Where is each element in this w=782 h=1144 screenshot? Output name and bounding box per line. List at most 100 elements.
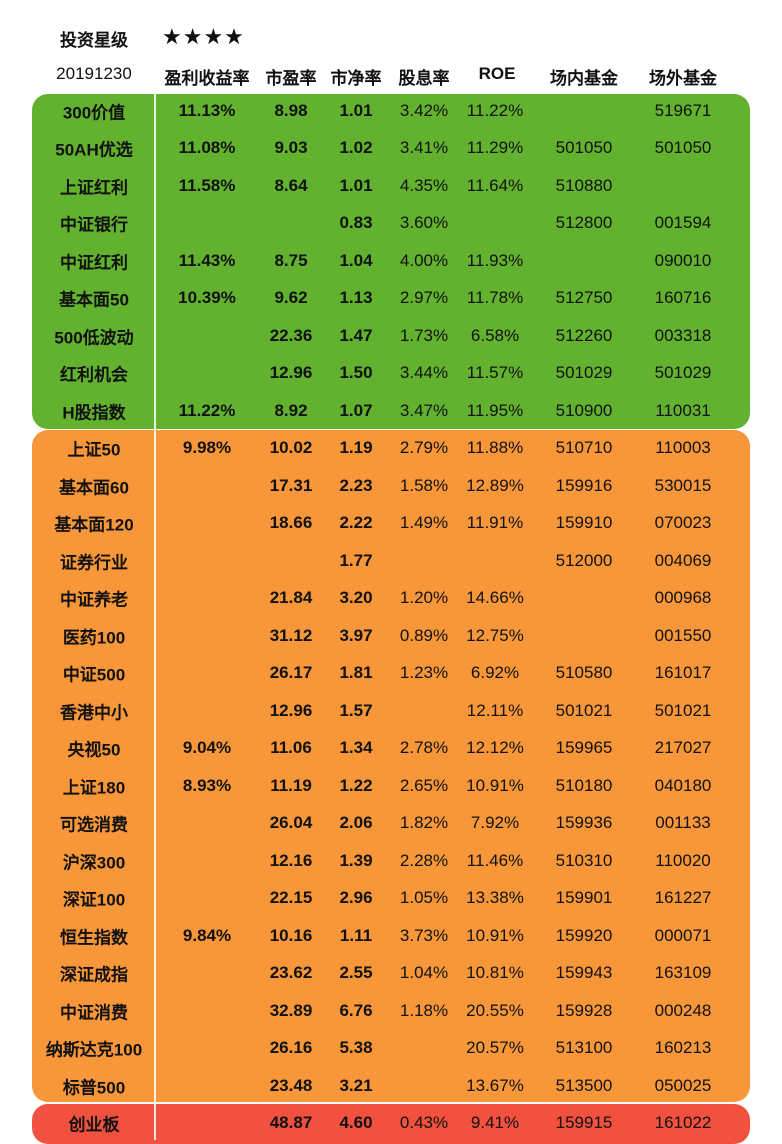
offexchange-fund-cell: 070023 — [654, 513, 712, 533]
offexchange-fund-cell: 050025 — [654, 1075, 712, 1095]
earnings-yield-cell: 11.43% — [178, 250, 236, 270]
onexchange-fund-cell: 512800 — [555, 213, 613, 233]
pb-cell: 1.01 — [339, 175, 373, 195]
index-name: 中证银行 — [60, 215, 128, 235]
pb-cell: 1.02 — [339, 138, 373, 158]
pe-cell: 48.87 — [269, 1113, 313, 1133]
index-name: 中证消费 — [60, 1003, 128, 1023]
index-name: 深证100 — [62, 890, 126, 910]
dividend-yield-cell: 1.23% — [399, 663, 449, 683]
table-row: 恒生指数 9.84% 10.16 1.11 3.73% 10.91% 159920 00007… — [32, 917, 750, 955]
roe-cell: 12.11% — [466, 700, 524, 720]
roe-cell: 7.92% — [470, 813, 520, 833]
index-name: 香港中小 — [60, 703, 128, 723]
onexchange-fund-cell: 159901 — [555, 888, 613, 908]
index-name: H股指数 — [62, 403, 126, 423]
pe-cell: 12.16 — [269, 850, 313, 870]
table-row: 红利机会 12.96 1.50 3.44% 11.57% 501029 501029 — [32, 355, 750, 393]
offexchange-fund-cell: 217027 — [654, 738, 712, 758]
pb-cell: 2.55 — [339, 963, 373, 983]
table-row: 深证100 22.15 2.96 1.05% 13.38% 159901 161227 — [32, 880, 750, 918]
dividend-yield-cell: 3.47% — [399, 400, 449, 420]
col-header-pb: 市净率 — [330, 69, 382, 88]
index-name: 恒生指数 — [60, 928, 128, 948]
offexchange-fund-cell: 160213 — [654, 1038, 712, 1058]
pb-cell: 5.38 — [339, 1038, 373, 1058]
index-name: 深证成指 — [60, 965, 128, 985]
pe-cell: 26.16 — [269, 1038, 313, 1058]
pb-cell: 1.50 — [339, 363, 373, 383]
offexchange-fund-cell: 160716 — [654, 288, 712, 308]
onexchange-fund-cell: 510310 — [555, 850, 613, 870]
dividend-yield-cell: 0.89% — [399, 625, 449, 645]
dividend-yield-cell: 2.79% — [399, 438, 449, 458]
offexchange-fund-cell: 110020 — [655, 850, 711, 870]
table-row: 中证消费 32.89 6.76 1.18% 20.55% 159928 000248 — [32, 992, 750, 1030]
earnings-yield-cell: 9.04% — [182, 738, 232, 758]
table-row: 上证180 8.93% 11.19 1.22 2.65% 10.91% 510180 0401… — [32, 767, 750, 805]
col-header-dividend-yield: 股息率 — [398, 69, 450, 88]
table-row: 可选消费 26.04 2.06 1.82% 7.92% 159936 001133 — [32, 805, 750, 843]
table-row: 医药100 31.12 3.97 0.89% 12.75% 001550 — [32, 617, 750, 655]
dividend-yield-cell: 1.82% — [399, 813, 449, 833]
offexchange-fund-cell: 090010 — [654, 250, 712, 270]
pe-cell: 31.12 — [269, 625, 313, 645]
table-row: 证券行业 1.77 512000 004069 — [32, 542, 750, 580]
roe-cell: 6.92% — [470, 663, 520, 683]
index-name: 中证500 — [62, 665, 126, 685]
index-name: 基本面60 — [59, 478, 129, 498]
onexchange-fund-cell: 159928 — [555, 1000, 613, 1020]
table-row: 创业板 48.87 4.60 0.43% 9.41% 159915 161022 — [32, 1105, 750, 1143]
dividend-yield-cell: 1.49% — [399, 513, 449, 533]
dividend-yield-cell: 3.60% — [399, 213, 449, 233]
onexchange-fund-cell: 510880 — [555, 175, 613, 195]
rating-stars-icon: ★★★★ — [162, 24, 245, 49]
pe-cell: 23.48 — [269, 1075, 313, 1095]
pe-cell: 8.92 — [274, 400, 308, 420]
index-name: 红利机会 — [60, 365, 128, 385]
offexchange-fund-cell: 040180 — [654, 775, 712, 795]
onexchange-fund-cell: 159915 — [555, 1113, 613, 1133]
dividend-yield-cell: 2.78% — [399, 738, 449, 758]
onexchange-fund-cell: 510710 — [555, 438, 613, 458]
pb-cell: 4.60 — [339, 1113, 373, 1133]
roe-cell: 11.22% — [466, 100, 524, 120]
offexchange-fund-cell: 161017 — [654, 663, 712, 683]
onexchange-fund-cell: 513500 — [555, 1075, 613, 1095]
index-name: 创业板 — [68, 1115, 120, 1135]
dividend-yield-cell: 2.97% — [399, 288, 449, 308]
pb-cell: 0.83 — [339, 213, 373, 233]
dividend-yield-cell: 1.18% — [399, 1000, 449, 1020]
index-name: 300价值 — [62, 103, 126, 123]
onexchange-fund-cell: 510900 — [555, 400, 613, 420]
table-row: 中证养老 21.84 3.20 1.20% 14.66% 000968 — [32, 580, 750, 618]
pe-cell: 21.84 — [269, 588, 313, 608]
roe-cell: 12.75% — [466, 625, 524, 645]
offexchange-fund-cell: 110031 — [655, 400, 711, 420]
pe-cell: 22.15 — [269, 888, 313, 908]
table-row: 上证50 9.98% 10.02 1.19 2.79% 11.88% 510710 11000… — [32, 430, 750, 468]
index-name: 医药100 — [62, 628, 126, 648]
earnings-yield-cell: 9.84% — [182, 925, 232, 945]
roe-cell: 11.57% — [466, 363, 524, 383]
table-row: 中证红利 11.43% 8.75 1.04 4.00% 11.93% 090010 — [32, 242, 750, 280]
dividend-yield-cell: 1.04% — [399, 963, 449, 983]
index-name: 证券行业 — [60, 553, 128, 573]
roe-cell: 9.41% — [470, 1113, 520, 1133]
pb-cell: 2.23 — [339, 475, 373, 495]
table-row: 沪深300 12.16 1.39 2.28% 11.46% 510310 110020 — [32, 842, 750, 880]
roe-cell: 12.89% — [466, 475, 524, 495]
pe-cell: 9.62 — [274, 288, 308, 308]
pb-cell: 1.57 — [339, 700, 373, 720]
index-name: 上证50 — [67, 440, 121, 460]
pb-cell: 2.96 — [339, 888, 373, 908]
table-row: 基本面120 18.66 2.22 1.49% 11.91% 159910 070023 — [32, 505, 750, 543]
offexchange-fund-cell: 161022 — [654, 1113, 712, 1133]
table-row: 基本面60 17.31 2.23 1.58% 12.89% 159916 530015 — [32, 467, 750, 505]
pb-cell: 1.04 — [339, 250, 373, 270]
pb-cell: 1.77 — [339, 550, 373, 570]
table-row: 基本面50 10.39% 9.62 1.13 2.97% 11.78% 512750 1607… — [32, 280, 750, 318]
dividend-yield-cell: 3.41% — [399, 138, 449, 158]
offexchange-fund-cell: 000248 — [654, 1000, 712, 1020]
roe-cell: 10.91% — [466, 775, 524, 795]
